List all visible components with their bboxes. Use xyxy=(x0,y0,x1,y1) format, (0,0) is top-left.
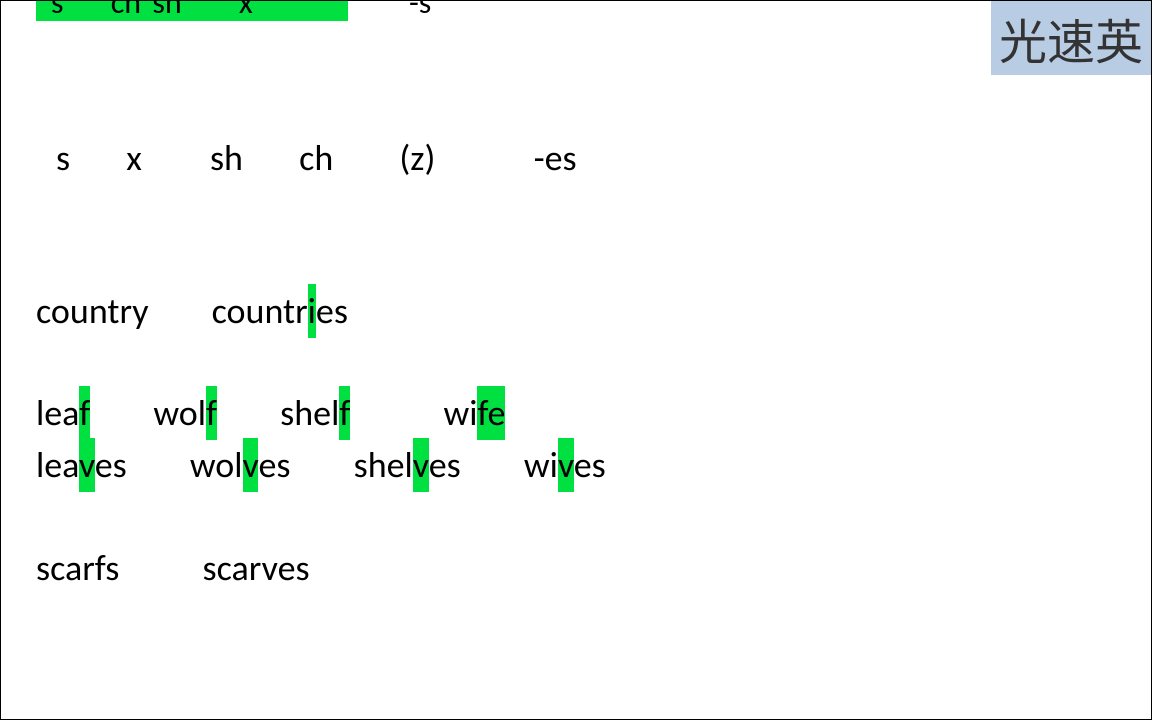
f-singular-row: leaf wolf shelf wife xyxy=(36,391,505,435)
rule-s: s xyxy=(56,136,70,180)
rule-x: x xyxy=(126,136,142,180)
rule-ch: ch xyxy=(299,136,333,180)
word-shelf: shelf xyxy=(280,391,358,435)
word-leaf: leaf xyxy=(36,391,98,435)
word-wolf: wolf xyxy=(153,391,225,435)
scarf-row: scarfs scarves xyxy=(36,546,310,590)
word-countries: countries xyxy=(212,284,348,338)
rule-suffix: -es xyxy=(534,136,577,180)
word-scarfs: scarfs xyxy=(36,546,119,590)
rule-sh: sh xyxy=(210,136,243,180)
rule-z: (z) xyxy=(399,136,435,180)
rule-row: s x sh ch (z) -es xyxy=(56,136,577,180)
word-wife: wife xyxy=(443,386,505,440)
word-scarves: scarves xyxy=(203,546,310,590)
watermark-badge: 光速英 xyxy=(991,1,1151,75)
word-country: country xyxy=(36,289,148,333)
top-bar-text: s ch sh x xyxy=(51,0,253,22)
top-bar-suffix: -s xyxy=(409,0,431,22)
word-leaves: leaves xyxy=(36,443,135,487)
word-shelves: shelves xyxy=(354,443,469,487)
word-wolves: wolves xyxy=(190,443,299,487)
f-plural-row: leaves wolves shelves wives xyxy=(36,443,606,487)
country-row: country countries xyxy=(36,289,348,333)
word-wives: wives xyxy=(524,438,606,492)
